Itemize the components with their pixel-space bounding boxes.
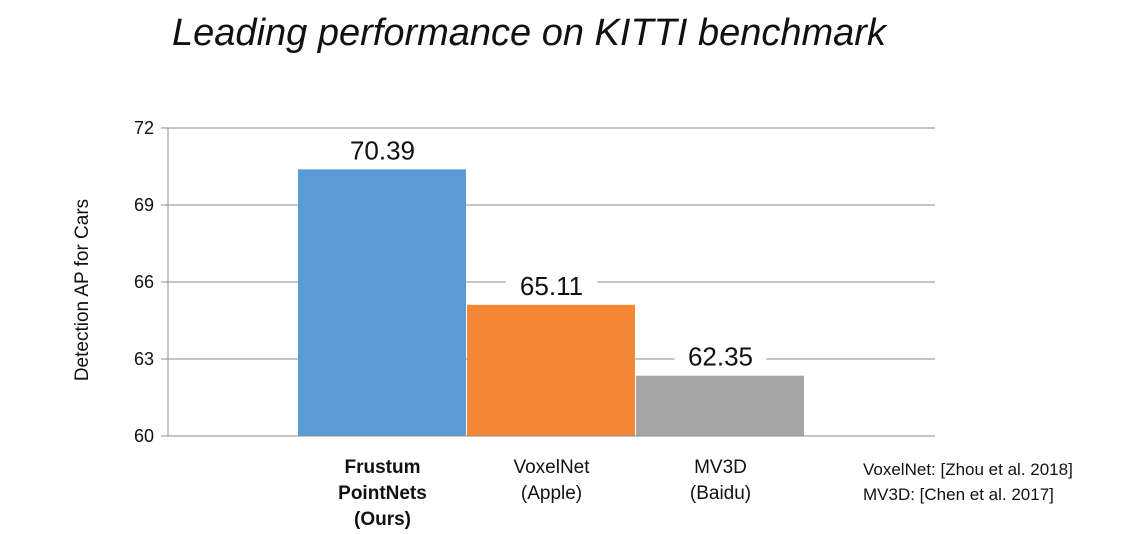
category-label-2: (Apple)	[521, 483, 582, 504]
category-label-1: Frustum	[345, 457, 421, 478]
bars	[298, 169, 804, 436]
reference-voxelnet: VoxelNet: [Zhou et al. 2018]	[863, 460, 1073, 479]
bar-1	[298, 169, 466, 436]
value-label-backing	[674, 339, 767, 372]
category-label-2: VoxelNet	[513, 457, 590, 478]
value-label-2: 65.11	[520, 271, 583, 301]
y-tick-label: 72	[134, 118, 154, 138]
references: VoxelNet: [Zhou et al. 2018] MV3D: [Chen…	[863, 460, 1073, 504]
axes	[161, 127, 935, 437]
value-label-1: 70.39	[350, 135, 415, 165]
category-label-3: (Baidu)	[690, 483, 751, 504]
labels: 60 63 66 69 72 70.39 Frustum PointNets (Ours) 65.…	[134, 118, 767, 530]
bar-2	[467, 304, 635, 436]
reference-mv3d: MV3D: [Chen et al. 2017]	[863, 485, 1054, 504]
y-axis-label: Detection AP for Cars	[72, 199, 93, 381]
y-tick-label: 69	[134, 195, 154, 215]
value-label-backing	[505, 268, 598, 301]
y-tick-label: 63	[134, 349, 154, 369]
chart-title: Leading performance on KITTI benchmark	[172, 12, 886, 54]
category-label-1: PointNets	[338, 483, 427, 504]
value-label-3: 62.35	[688, 342, 753, 372]
y-tick-label: 66	[134, 272, 154, 292]
bar-3	[636, 375, 804, 436]
category-label-3: MV3D	[694, 457, 747, 478]
y-tick-label: 60	[134, 426, 154, 446]
value-label-backing	[336, 133, 429, 166]
category-label-1: (Ours)	[354, 509, 411, 530]
